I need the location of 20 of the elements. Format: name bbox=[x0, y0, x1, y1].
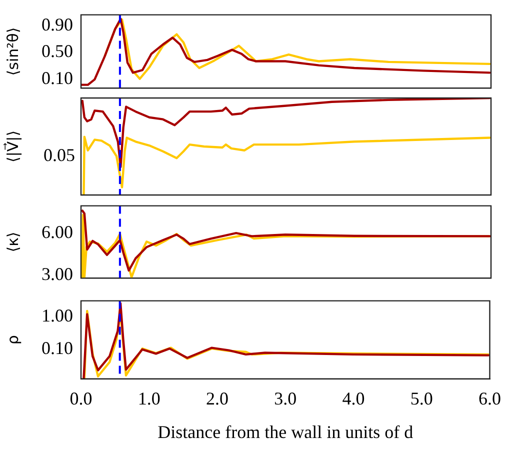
x-tick-label: 1.0 bbox=[138, 388, 160, 408]
y-tick-label: 6.00 bbox=[42, 222, 73, 242]
y-tick-label: 0.10 bbox=[42, 68, 73, 88]
y-tick-label: 0.90 bbox=[42, 14, 73, 34]
y-tick-label: 1.00 bbox=[42, 305, 73, 326]
y-tick-label: 0.50 bbox=[42, 41, 73, 62]
x-tick-label: 4.0 bbox=[342, 388, 365, 408]
x-tick-label: 2.0 bbox=[206, 388, 228, 408]
y-axis-title: ⟨|V⃗|⟩ bbox=[3, 130, 22, 163]
x-axis-title: Distance from the wall in units of d bbox=[158, 422, 414, 442]
x-tick-label: 5.0 bbox=[410, 388, 433, 408]
y-tick-label: 3.00 bbox=[42, 264, 73, 284]
text: 0.05 bbox=[44, 144, 75, 165]
x-tick-label: 3.0 bbox=[274, 388, 297, 408]
y-tick-label: 0.10 bbox=[42, 338, 73, 358]
y-axis-title: ⟨κ⟩ bbox=[4, 232, 22, 252]
x-tick-label: 6.0 bbox=[478, 388, 501, 408]
y-axis-title: ⟨sin²θ⟩ bbox=[4, 27, 22, 76]
y-axis-title: ρ bbox=[4, 335, 22, 345]
x-tick-label: 0.0 bbox=[70, 388, 92, 408]
